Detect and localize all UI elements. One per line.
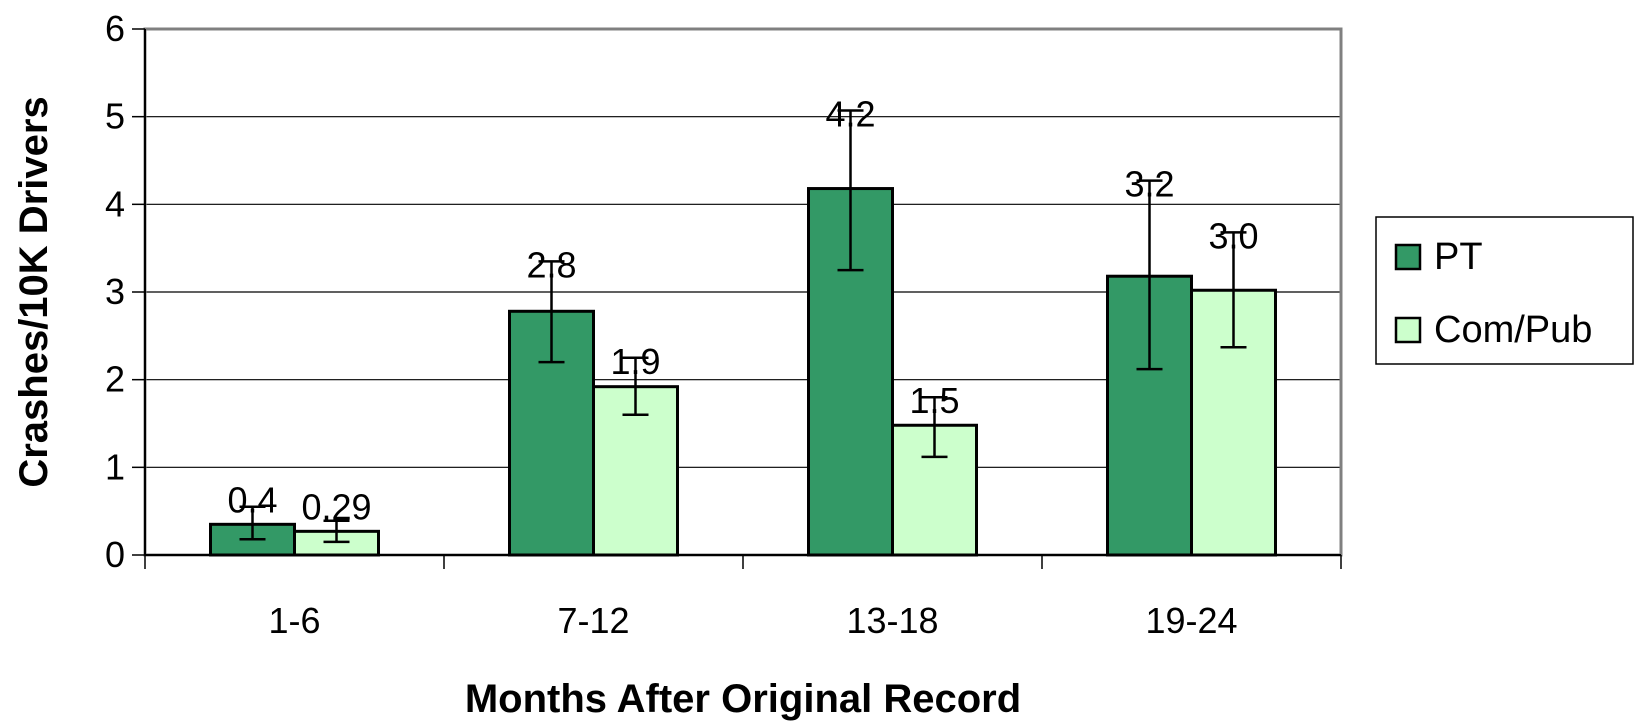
data-label-com-pub: 1.5 (909, 380, 959, 421)
legend: PT Com/Pub (1375, 216, 1634, 365)
data-label-pt: 3.2 (1124, 164, 1174, 205)
data-label-pt: 0.4 (227, 479, 277, 520)
error-bars (239, 109, 1247, 544)
data-label-com-pub: 3.0 (1208, 215, 1258, 256)
legend-swatch-com-pub (1394, 316, 1422, 344)
x-tick-label: 19-24 (1145, 600, 1237, 641)
value-labels: 0.4 2.8 4.2 3.2 0.29 1.9 1.5 3.0 (227, 94, 1258, 528)
data-label-com-pub: 0.29 (301, 486, 371, 527)
axes: 0 1 2 3 4 5 6 1-6 7-12 13-18 19-24 (105, 8, 1342, 641)
bars (209, 187, 1277, 557)
y-tick-label: 0 (105, 534, 125, 575)
data-label-pt: 2.8 (526, 244, 576, 285)
error-bar-com-pub (921, 395, 948, 459)
error-bar-com-pub (622, 356, 649, 416)
y-tick-label: 4 (105, 183, 125, 224)
error-bar-pt (837, 109, 864, 272)
x-tick-label: 13-18 (846, 600, 938, 641)
legend-label-pt: PT (1434, 236, 1483, 278)
legend-swatch-pt (1394, 243, 1422, 271)
x-tick-label: 1-6 (268, 600, 320, 641)
y-tick-label: 5 (105, 96, 125, 137)
x-tick-label: 7-12 (557, 600, 629, 641)
error-bar-pt (239, 505, 266, 541)
y-tick-label: 3 (105, 271, 125, 312)
y-axis-title: Crashes/10K Drivers (12, 96, 56, 487)
legend-label-com-pub: Com/Pub (1434, 309, 1592, 351)
error-bar-pt (1136, 179, 1163, 371)
y-tick-label: 2 (105, 359, 125, 400)
y-tick-label: 6 (105, 8, 125, 49)
data-label-com-pub: 1.9 (610, 341, 660, 382)
error-bar-com-pub (323, 519, 350, 544)
y-tick-label: 1 (105, 446, 125, 487)
x-axis-title: Months After Original Record (465, 677, 1021, 721)
data-label-pt: 4.2 (825, 94, 875, 135)
error-bar-com-pub (1220, 231, 1247, 349)
error-bar-pt (538, 260, 565, 364)
